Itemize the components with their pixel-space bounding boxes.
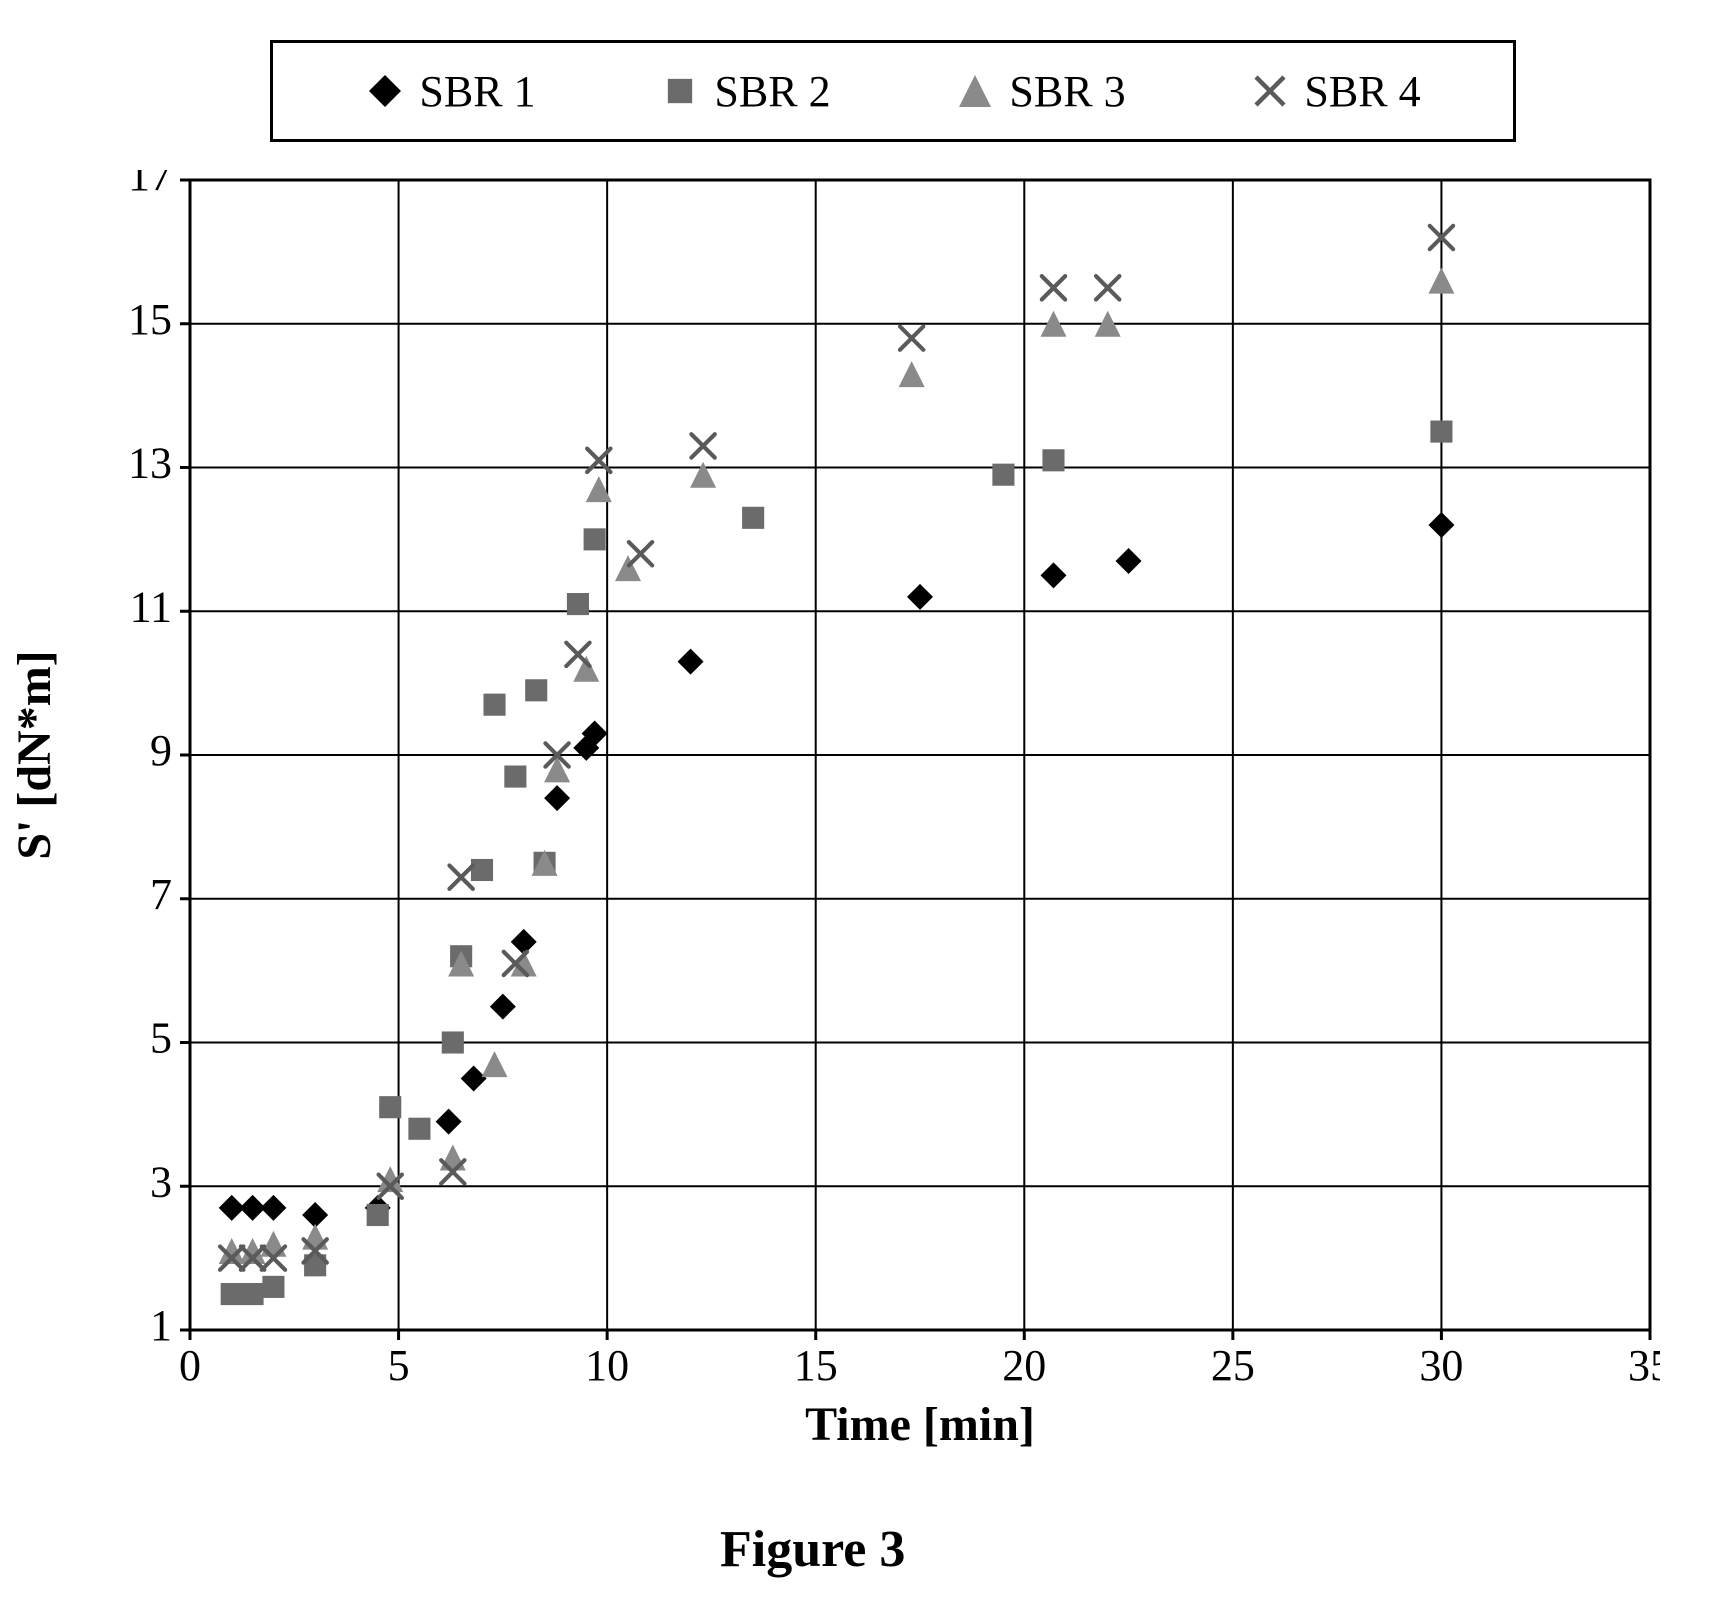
y-tick-label: 3 <box>150 1157 172 1206</box>
y-tick-label: 17 <box>128 170 172 200</box>
legend-item: SBR 2 <box>660 66 830 117</box>
y-tick-label: 5 <box>150 1014 172 1063</box>
x-tick-label: 5 <box>388 1341 410 1390</box>
x-tick-label: 10 <box>585 1341 629 1390</box>
y-tick-label: 9 <box>150 726 172 775</box>
y-tick-label: 13 <box>128 439 172 488</box>
y-tick-label: 1 <box>150 1301 172 1350</box>
triangle-icon <box>955 71 995 111</box>
x-axis-label: Time [min] <box>805 1398 1035 1451</box>
y-tick-label: 11 <box>130 582 172 631</box>
x-tick-label: 15 <box>794 1341 838 1390</box>
x-tick-label: 35 <box>1628 1341 1660 1390</box>
legend-label: SBR 4 <box>1304 66 1420 117</box>
y-axis-label: S' [dN*m] <box>8 650 61 859</box>
figure-caption: Figure 3 <box>720 1520 905 1579</box>
scatter-chart: 135791113151705101520253035Time [min]S' … <box>0 170 1660 1500</box>
diamond-icon <box>365 71 405 111</box>
x-tick-label: 30 <box>1419 1341 1463 1390</box>
legend-item: SBR 3 <box>955 66 1125 117</box>
legend-item: SBR 4 <box>1250 66 1420 117</box>
x-tick-label: 25 <box>1211 1341 1255 1390</box>
legend-label: SBR 3 <box>1009 66 1125 117</box>
cross-icon <box>1250 71 1290 111</box>
x-tick-label: 20 <box>1002 1341 1046 1390</box>
legend-label: SBR 1 <box>419 66 535 117</box>
y-tick-label: 7 <box>150 870 172 919</box>
figure-page: SBR 1SBR 2SBR 3SBR 4 1357911131517051015… <box>0 0 1711 1619</box>
legend-label: SBR 2 <box>714 66 830 117</box>
square-icon <box>660 71 700 111</box>
legend: SBR 1 SBR 2 SBR 3 SBR 4 <box>270 40 1516 142</box>
y-tick-label: 15 <box>128 295 172 344</box>
x-tick-label: 0 <box>179 1341 201 1390</box>
legend-item: SBR 1 <box>365 66 535 117</box>
